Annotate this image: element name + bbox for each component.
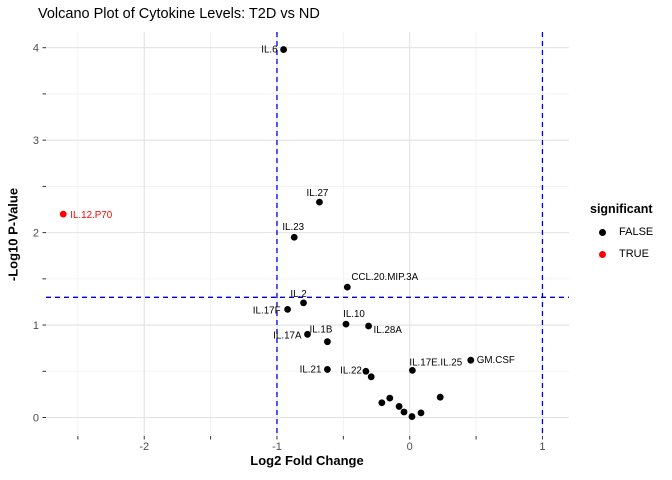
point-label-CCL.20.MIP.3A: CCL.20.MIP.3A bbox=[351, 272, 418, 283]
plot-title: Volcano Plot of Cytokine Levels: T2D vs … bbox=[38, 6, 320, 22]
legend-item-false: FALSE bbox=[590, 221, 672, 243]
point-label-IL.28A: IL.28A bbox=[374, 325, 403, 336]
point-label-IL.12.P70: IL.12.P70 bbox=[70, 210, 112, 221]
false-dot-icon bbox=[598, 228, 606, 236]
point-label-IL.17E.IL.25: IL.17E.IL.25 bbox=[409, 357, 462, 368]
point-IL.6 bbox=[280, 46, 288, 53]
point-label-GM.CSF: GM.CSF bbox=[477, 355, 515, 366]
legend-key bbox=[593, 228, 611, 236]
point-label-IL.17A: IL.17A bbox=[273, 330, 302, 341]
point-label-IL.2: IL.2 bbox=[290, 289, 306, 300]
y-tick-label: 0 bbox=[33, 413, 39, 425]
point-label-IL.27: IL.27 bbox=[307, 188, 329, 199]
point-IL.2 bbox=[300, 299, 307, 307]
legend: significant FALSE TRUE bbox=[590, 202, 672, 265]
x-tick-label: 1 bbox=[539, 441, 545, 453]
legend-label-false: FALSE bbox=[619, 226, 654, 238]
point-IL.17F bbox=[284, 305, 291, 313]
legend-key bbox=[593, 250, 611, 258]
point-label-IL.10: IL.10 bbox=[343, 309, 365, 320]
point-label-IL.21: IL.21 bbox=[300, 364, 322, 375]
point-label-IL.22: IL.22 bbox=[340, 365, 362, 376]
legend-label-true: TRUE bbox=[619, 248, 649, 260]
point-unlabeled bbox=[367, 373, 375, 381]
point-label-IL.23: IL.23 bbox=[282, 222, 304, 233]
point-label-IL.6: IL.6 bbox=[261, 45, 278, 56]
point-IL.12.P70 bbox=[59, 210, 67, 218]
true-dot-icon bbox=[598, 250, 606, 258]
point-IL.1B bbox=[324, 338, 331, 346]
point-label-IL.17F: IL.17F bbox=[253, 305, 281, 316]
x-axis-title: Log2 Fold Change bbox=[250, 453, 364, 468]
point-IL.17E.IL.25 bbox=[408, 366, 416, 374]
point-label-IL.1B: IL.1B bbox=[310, 325, 333, 336]
y-tick-label: 4 bbox=[33, 43, 39, 55]
point-IL.17A bbox=[304, 330, 311, 338]
x-tick-label: -1 bbox=[272, 441, 282, 453]
point-unlabeled bbox=[395, 403, 403, 410]
y-tick-label: 1 bbox=[33, 320, 39, 332]
point-IL.22 bbox=[362, 367, 370, 375]
legend-item-true: TRUE bbox=[590, 243, 672, 265]
point-IL.10 bbox=[342, 320, 350, 328]
point-IL.23 bbox=[290, 233, 298, 241]
point-unlabeled bbox=[436, 393, 444, 401]
y-axis-title: -Log10 P-Value bbox=[5, 187, 21, 282]
legend-title: significant bbox=[590, 202, 653, 216]
point-IL.27 bbox=[316, 198, 323, 206]
point-unlabeled bbox=[408, 413, 416, 420]
y-tick-label: 3 bbox=[33, 135, 39, 147]
point-unlabeled bbox=[378, 399, 386, 407]
x-tick-label: 0 bbox=[407, 441, 413, 453]
point-unlabeled bbox=[386, 394, 394, 402]
point-CCL.20.MIP.3A bbox=[343, 283, 351, 291]
y-tick-label: 2 bbox=[33, 228, 39, 240]
point-unlabeled bbox=[417, 409, 425, 417]
x-tick-label: -2 bbox=[139, 441, 149, 453]
point-unlabeled bbox=[400, 408, 408, 416]
point-GM.CSF bbox=[467, 356, 475, 364]
point-IL.21 bbox=[324, 366, 331, 373]
point-IL.28A bbox=[365, 322, 372, 330]
